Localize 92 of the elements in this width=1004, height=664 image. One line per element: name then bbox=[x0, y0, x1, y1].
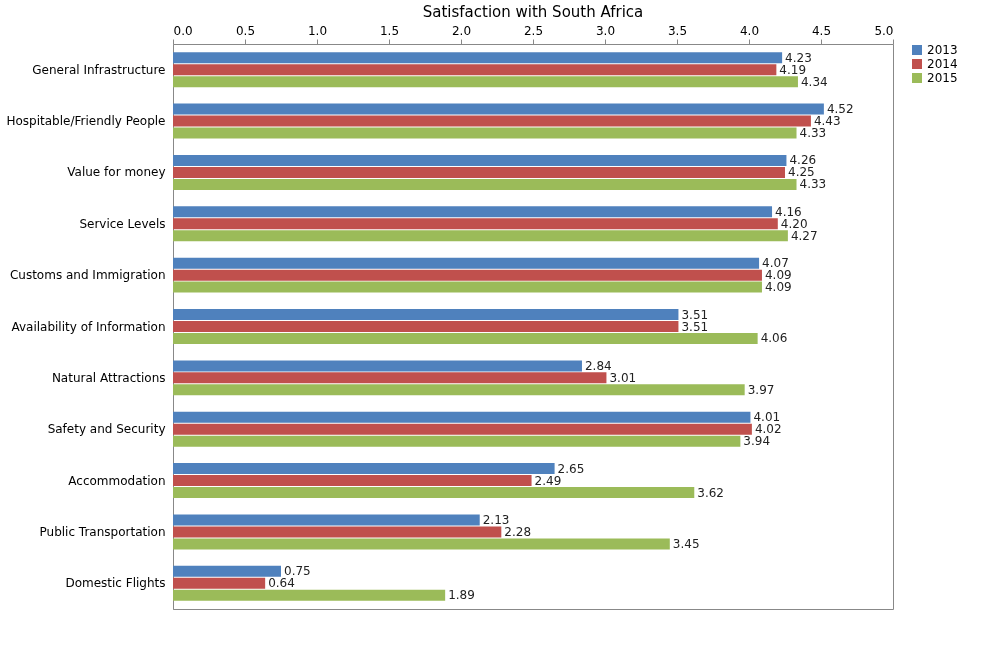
bar bbox=[173, 206, 773, 218]
bar bbox=[173, 230, 788, 242]
bar bbox=[173, 52, 783, 64]
bar bbox=[173, 463, 555, 475]
data-label: 2.65 bbox=[557, 461, 585, 476]
data-label: 4.27 bbox=[790, 228, 818, 243]
x-tick-label: 0.5 bbox=[235, 23, 256, 38]
bar bbox=[173, 384, 745, 396]
bar bbox=[173, 360, 582, 372]
x-tick-label: 4.5 bbox=[811, 23, 832, 38]
bar bbox=[173, 281, 762, 293]
data-label: 4.23 bbox=[785, 50, 812, 65]
data-label: 4.19 bbox=[779, 62, 807, 77]
data-label: 3.62 bbox=[697, 485, 724, 500]
data-label: 4.09 bbox=[764, 268, 792, 283]
y-tick-label: Customs and Immigration bbox=[9, 268, 166, 283]
x-tick-label: 3.0 bbox=[595, 23, 616, 38]
data-label: 4.07 bbox=[762, 256, 789, 271]
data-label: 2.28 bbox=[504, 524, 532, 539]
data-label: 3.51 bbox=[681, 307, 709, 322]
data-label: 4.26 bbox=[789, 153, 817, 168]
bar bbox=[173, 154, 787, 166]
bar bbox=[173, 115, 811, 127]
bar bbox=[173, 103, 824, 115]
data-label: 4.33 bbox=[799, 126, 827, 141]
data-label: 2.84 bbox=[584, 358, 612, 373]
bar bbox=[173, 423, 752, 435]
data-label: 3.51 bbox=[681, 319, 709, 334]
data-label: 3.97 bbox=[747, 382, 775, 397]
bar bbox=[173, 372, 607, 384]
data-label: 4.20 bbox=[780, 216, 808, 231]
legend-label: 2013 bbox=[927, 43, 958, 57]
data-label: 4.25 bbox=[788, 165, 815, 180]
data-label: 3.94 bbox=[743, 434, 771, 449]
data-label: 4.01 bbox=[753, 410, 781, 425]
chart-title: Satisfaction with South Africa bbox=[422, 3, 644, 21]
bar bbox=[173, 538, 670, 550]
y-tick-label: Accommodation bbox=[68, 473, 166, 488]
bar bbox=[173, 332, 758, 344]
y-tick-label: Safety and Security bbox=[47, 422, 166, 437]
y-tick-label: General Infrastructure bbox=[32, 62, 166, 77]
x-tick-label: 1.5 bbox=[379, 23, 400, 38]
bar bbox=[173, 218, 778, 230]
bar bbox=[173, 64, 777, 76]
bar bbox=[173, 475, 532, 487]
bar bbox=[173, 76, 798, 88]
legend-label: 2015 bbox=[927, 71, 958, 85]
x-tick-label: 4.0 bbox=[739, 23, 760, 38]
bar bbox=[173, 269, 762, 281]
x-tick-label: 0.0 bbox=[173, 23, 193, 38]
data-label: 4.16 bbox=[775, 204, 802, 219]
y-tick-label: Service Levels bbox=[79, 216, 166, 231]
y-tick-label: Domestic Flights bbox=[65, 576, 166, 591]
data-label: 4.43 bbox=[813, 114, 841, 129]
bar bbox=[173, 166, 785, 178]
data-label: 0.75 bbox=[284, 564, 311, 579]
data-label: 4.06 bbox=[760, 331, 788, 346]
y-tick-label: Availability of Information bbox=[11, 319, 166, 334]
bar bbox=[173, 411, 751, 423]
data-label: 2.13 bbox=[482, 512, 510, 527]
data-label: 3.45 bbox=[672, 536, 700, 551]
bar bbox=[173, 526, 502, 538]
bar bbox=[173, 127, 797, 139]
x-tick-label: 2.5 bbox=[523, 23, 544, 38]
bar bbox=[173, 577, 266, 589]
y-tick-label: Value for money bbox=[67, 165, 166, 180]
legend-label: 2014 bbox=[927, 57, 958, 71]
bar bbox=[173, 178, 797, 190]
data-label: 4.34 bbox=[800, 74, 828, 89]
y-tick-label: Public Transportation bbox=[39, 524, 166, 539]
x-tick-label: 3.5 bbox=[667, 23, 688, 38]
y-tick-label: Hospitable/Friendly People bbox=[6, 114, 166, 129]
data-label: 4.09 bbox=[764, 280, 792, 295]
x-tick-label: 2.0 bbox=[451, 23, 472, 38]
bar bbox=[173, 435, 741, 447]
y-tick-label: Natural Attractions bbox=[51, 370, 166, 385]
data-label: 4.33 bbox=[799, 177, 827, 192]
data-label: 4.52 bbox=[826, 102, 854, 117]
bar bbox=[173, 487, 695, 499]
bar bbox=[173, 589, 446, 601]
data-label: 3.01 bbox=[609, 370, 637, 385]
data-label: 4.02 bbox=[754, 422, 782, 437]
data-label: 0.64 bbox=[268, 576, 295, 591]
x-tick-label: 1.0 bbox=[307, 23, 328, 38]
bar bbox=[173, 321, 679, 332]
data-label: 1.89 bbox=[448, 588, 475, 603]
data-label: 2.49 bbox=[534, 473, 562, 488]
bar bbox=[173, 309, 679, 321]
bar bbox=[173, 565, 281, 577]
bar bbox=[173, 257, 760, 269]
x-tick-label: 5.0 bbox=[874, 23, 894, 38]
bar bbox=[173, 514, 480, 526]
